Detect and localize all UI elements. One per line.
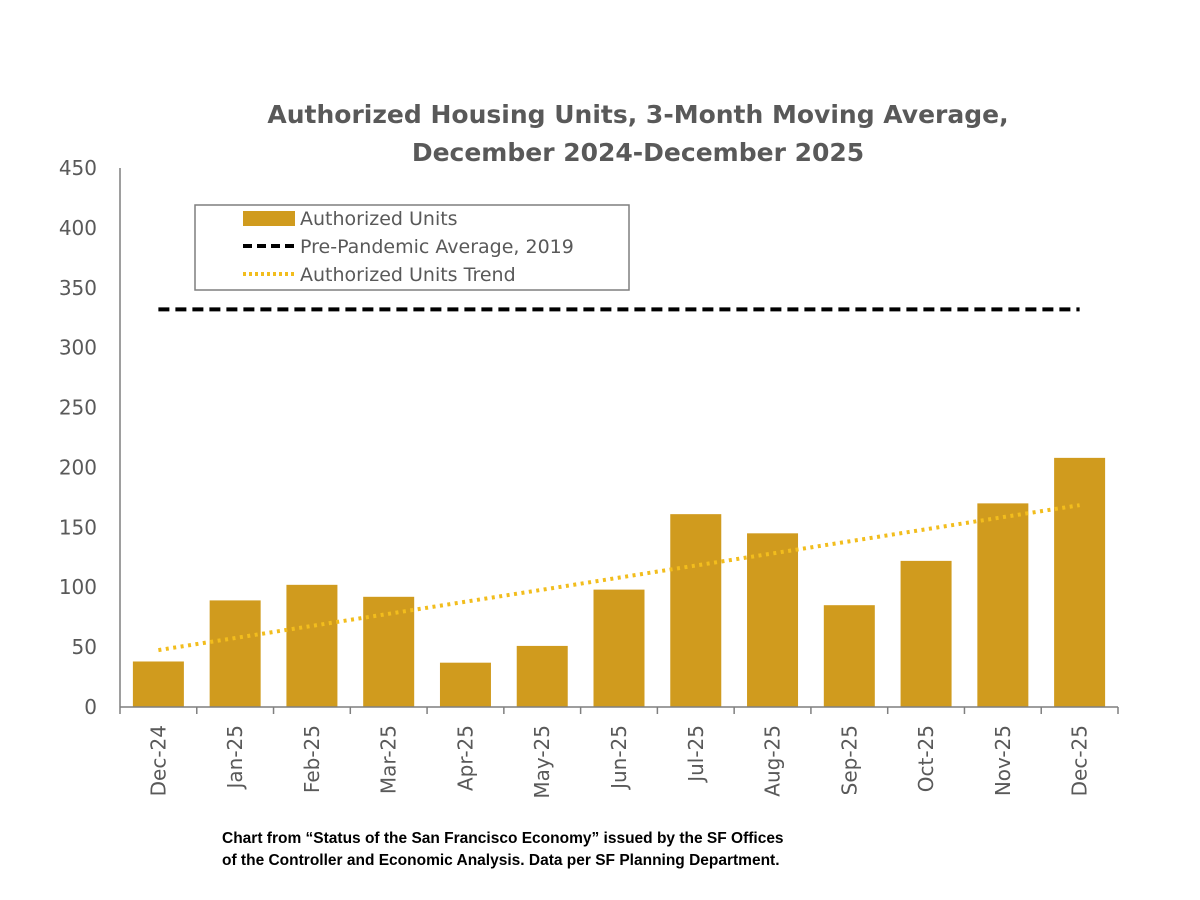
x-axis: Dec-24 Jan-25 Feb-25 Mar-25 Apr-25 May-25 Jun-… <box>119 706 1119 799</box>
bar-dec-24 <box>132 661 184 707</box>
x-tick-label: Feb-25 <box>300 725 324 793</box>
bar-sep-25 <box>823 605 875 707</box>
y-tick-label: 450 <box>59 156 97 180</box>
bar-jun-25 <box>593 589 645 707</box>
bar-oct-25 <box>900 560 952 707</box>
x-tick-label: May-25 <box>530 725 554 799</box>
chart-subtitle: December 2024-December 2025 <box>412 138 864 167</box>
y-tick-label: 300 <box>59 336 97 360</box>
x-tick-label: Dec-25 <box>1068 725 1092 796</box>
x-tick-label: Jun-25 <box>607 725 631 791</box>
x-tick-label: Dec-24 <box>146 725 170 796</box>
footnote-line-1: Chart from “Status of the San Francisco … <box>222 830 784 847</box>
x-tick-label: Jul-25 <box>684 725 708 784</box>
y-tick-label: 250 <box>59 396 97 420</box>
y-tick-label: 150 <box>59 515 97 539</box>
trend-line <box>158 503 1080 653</box>
x-tick-label: Nov-25 <box>991 725 1015 796</box>
chart-title: Authorized Housing Units, 3-Month Moving… <box>267 100 1008 129</box>
x-tick-label: Oct-25 <box>914 725 938 792</box>
bars <box>132 457 1106 707</box>
legend-swatch-bars <box>243 211 295 226</box>
bar-apr-25 <box>439 662 491 707</box>
footnote-line-2: of the Controller and Economic Analysis.… <box>222 852 780 869</box>
x-tick-label: Aug-25 <box>761 725 785 797</box>
legend-label-prepandemic: Pre-Pandemic Average, 2019 <box>300 236 574 258</box>
lines <box>158 307 1080 653</box>
y-axis: 0 50 100 150 200 250 300 350 400 450 <box>59 156 121 719</box>
y-tick-label: 400 <box>59 216 97 240</box>
y-tick-label: 0 <box>84 695 97 719</box>
y-tick-label: 100 <box>59 575 97 599</box>
x-tick-label: Mar-25 <box>377 725 401 794</box>
x-tick-label: Apr-25 <box>453 725 477 791</box>
bar-jan-25 <box>209 600 261 707</box>
bar-jul-25 <box>670 514 722 707</box>
x-tick-label: Jan-25 <box>223 725 247 791</box>
bar-aug-25 <box>747 533 799 707</box>
legend: Authorized Units Pre-Pandemic Average, 2… <box>194 204 630 291</box>
x-tick-label: Sep-25 <box>837 725 861 795</box>
bar-may-25 <box>516 645 568 707</box>
legend-label-units: Authorized Units <box>300 208 458 230</box>
footnote: Chart from “Status of the San Francisco … <box>222 828 784 872</box>
legend-label-trend: Authorized Units Trend <box>300 264 516 286</box>
bar-nov-25 <box>977 503 1029 707</box>
y-tick-label: 350 <box>59 276 97 300</box>
y-tick-label: 50 <box>72 635 97 659</box>
y-tick-label: 200 <box>59 455 97 479</box>
bar-dec-25 <box>1054 457 1106 707</box>
bar-feb-25 <box>286 584 338 707</box>
